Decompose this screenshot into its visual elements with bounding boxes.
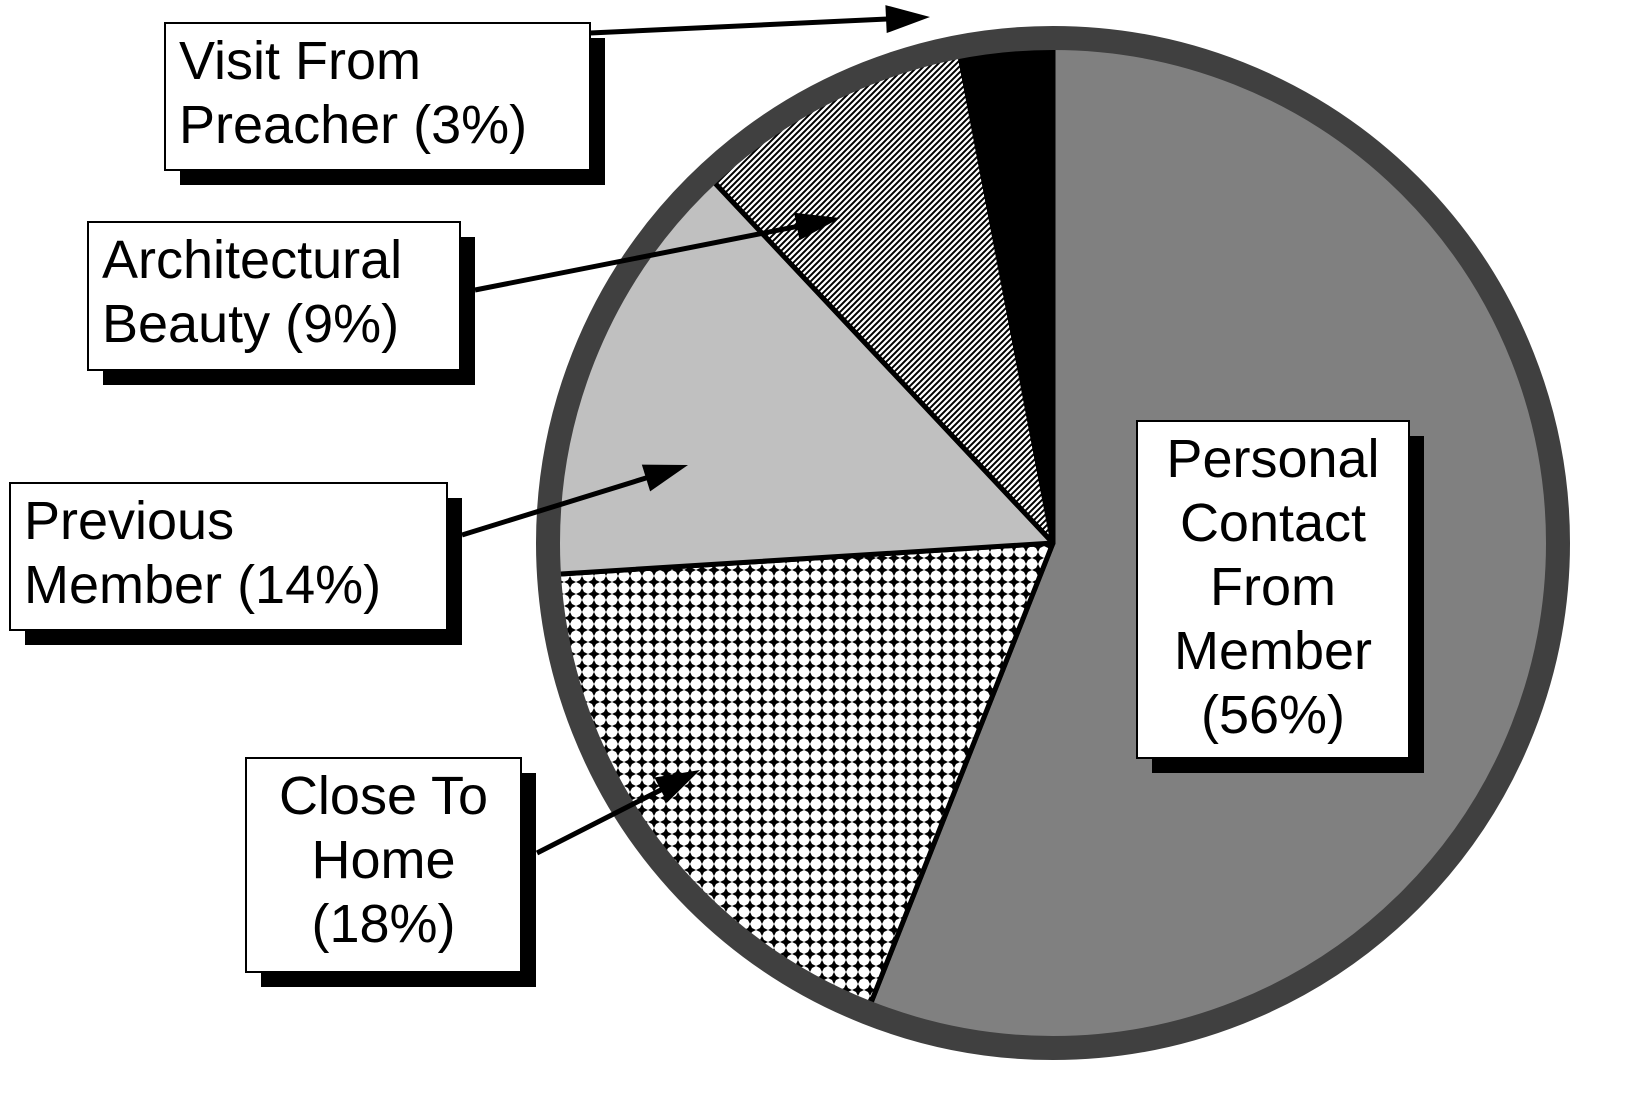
category-label: Visit From Preacher: [179, 31, 422, 155]
arrow-head: [794, 212, 840, 241]
label-box: [245, 757, 522, 973]
label-box: [87, 221, 461, 371]
leader-line: [535, 781, 675, 856]
category-label: Previous Member: [24, 491, 235, 615]
value-label: (14%): [237, 555, 382, 615]
arrow-head: [641, 464, 688, 492]
arrow-head: [885, 5, 930, 34]
leader-line: [589, 15, 901, 36]
category-label: Personal Contact From Member: [1166, 429, 1380, 681]
slice-label: Personal Contact From Member (56%): [1137, 421, 1409, 758]
label-box: [9, 482, 448, 631]
label-box: [164, 22, 591, 171]
label-boxes: [9, 5, 1424, 987]
slice-label: Architectural Beauty (9%): [88, 222, 460, 370]
category-label: Close To Home: [278, 766, 489, 890]
value-label: (3%): [413, 95, 528, 155]
value-label: (9%): [285, 294, 400, 354]
arrow-head: [654, 770, 700, 803]
leader-line: [461, 471, 661, 538]
pie-border: [536, 26, 1570, 1060]
slice-label: Previous Member (14%): [10, 483, 447, 630]
slice-label: Visit From Preacher (3%): [165, 23, 590, 170]
label-box: [1136, 420, 1410, 759]
slice-label: Close To Home (18%): [246, 758, 521, 972]
value-label: (18%): [311, 894, 456, 954]
leader-line: [474, 221, 812, 293]
value-label: (56%): [1200, 685, 1346, 745]
category-label: Architectural Beauty: [102, 230, 403, 354]
